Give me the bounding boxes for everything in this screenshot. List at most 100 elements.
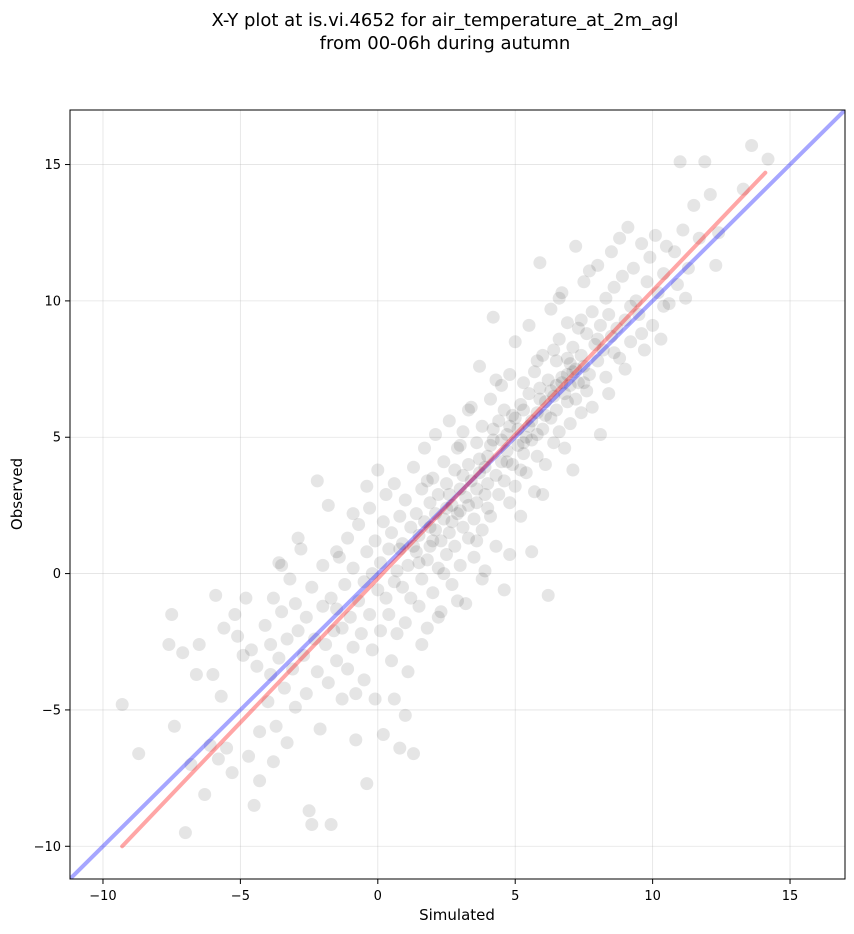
scatter-point — [365, 567, 379, 581]
scatter-point — [585, 305, 599, 319]
scatter-point — [453, 558, 467, 572]
scatter-point — [225, 766, 239, 780]
scatter-point — [294, 542, 308, 556]
scatter-point — [272, 651, 286, 665]
scatter-point — [506, 458, 519, 471]
scatter-point — [577, 376, 591, 390]
scatter-point — [352, 594, 366, 608]
scatter-point — [459, 490, 473, 504]
scatter-point — [445, 578, 459, 591]
scatter-point — [189, 668, 203, 681]
scatter-point — [418, 441, 431, 455]
x-tick-label: −5 — [231, 889, 250, 904]
scatter-point — [613, 351, 627, 365]
scatter-point — [368, 534, 382, 548]
scatter-point — [426, 534, 440, 548]
scatter-point — [492, 414, 506, 428]
scatter-point — [569, 392, 583, 406]
scatter-point — [552, 332, 566, 346]
scatter-point — [679, 291, 693, 305]
scatter-point — [321, 676, 335, 690]
scatter-point — [412, 599, 426, 613]
scatter-point — [231, 629, 245, 643]
scatter-point — [577, 359, 591, 373]
scatter-point — [470, 534, 484, 548]
scatter-point — [387, 575, 401, 589]
scatter-point — [552, 425, 566, 439]
scatter-point — [310, 665, 324, 679]
scatter-point — [385, 526, 398, 540]
scatter-point — [286, 662, 300, 676]
scatter-point — [602, 387, 616, 401]
scatter-point — [745, 139, 759, 152]
scatter-point — [288, 597, 302, 611]
scatter-point — [514, 463, 528, 477]
scatter-point — [431, 488, 445, 501]
scatter-point — [500, 455, 514, 469]
scatter-point — [288, 700, 302, 714]
scatter-point — [374, 556, 387, 570]
scatter-point — [368, 692, 382, 706]
scatter-point — [206, 668, 220, 681]
scatter-point — [618, 362, 632, 376]
scatter-point — [335, 692, 349, 706]
scatter-point — [591, 332, 605, 346]
scatter-point — [580, 384, 594, 398]
scatter-point — [692, 231, 706, 245]
scatter-point — [580, 327, 594, 341]
scatter-point — [429, 428, 442, 441]
scatter-point — [437, 512, 451, 526]
y-tick-label: 5 — [53, 431, 61, 446]
scatter-point — [530, 406, 544, 420]
scatter-point — [398, 708, 412, 722]
scatter-point — [593, 318, 607, 332]
scatter-point — [365, 643, 379, 657]
scatter-point — [489, 539, 503, 553]
scatter-point — [178, 826, 192, 840]
scatter-point — [198, 788, 212, 801]
scatter-point — [165, 608, 179, 621]
scatter-point — [508, 411, 522, 425]
scatter-point — [473, 452, 486, 466]
scatter-point — [239, 591, 253, 605]
scatter-point — [253, 725, 267, 739]
scatter-point — [192, 638, 206, 651]
scatter-point — [357, 575, 371, 589]
scatter-point — [563, 378, 577, 392]
scatter-point — [305, 580, 319, 594]
scatter-point — [330, 602, 344, 616]
scatter-point — [522, 318, 536, 332]
scatter-point — [360, 479, 374, 493]
scatter-point — [497, 403, 511, 417]
scatter-point — [560, 316, 574, 330]
scatter-point — [445, 498, 459, 512]
scatter-point — [167, 719, 181, 733]
x-tick-label: −10 — [89, 889, 116, 904]
scatter-point — [456, 425, 470, 439]
scatter-point — [503, 419, 517, 433]
scatter-point — [571, 376, 585, 390]
scatter-point — [324, 818, 338, 831]
scatter-point — [236, 648, 250, 662]
scatter-point — [514, 509, 528, 523]
scatter-point — [503, 496, 517, 510]
scatter-point — [275, 605, 289, 619]
identity-line — [70, 110, 845, 879]
scatter-point — [266, 591, 280, 605]
scatter-point — [687, 198, 701, 212]
scatter-point — [387, 477, 401, 491]
scatter-point — [517, 376, 530, 390]
scatter-point — [497, 474, 511, 488]
scatter-point — [478, 564, 492, 578]
scatter-point — [258, 618, 272, 632]
scatter-point — [393, 542, 407, 556]
scatter-point — [310, 474, 324, 488]
scatter-point — [703, 188, 717, 201]
scatter-point — [407, 460, 420, 474]
scatter-point — [555, 370, 569, 384]
scatter-point — [423, 539, 437, 553]
scatter-point — [162, 638, 176, 651]
scatter-point — [560, 351, 574, 365]
scatter-point — [269, 719, 283, 733]
scatter-point — [291, 531, 305, 545]
